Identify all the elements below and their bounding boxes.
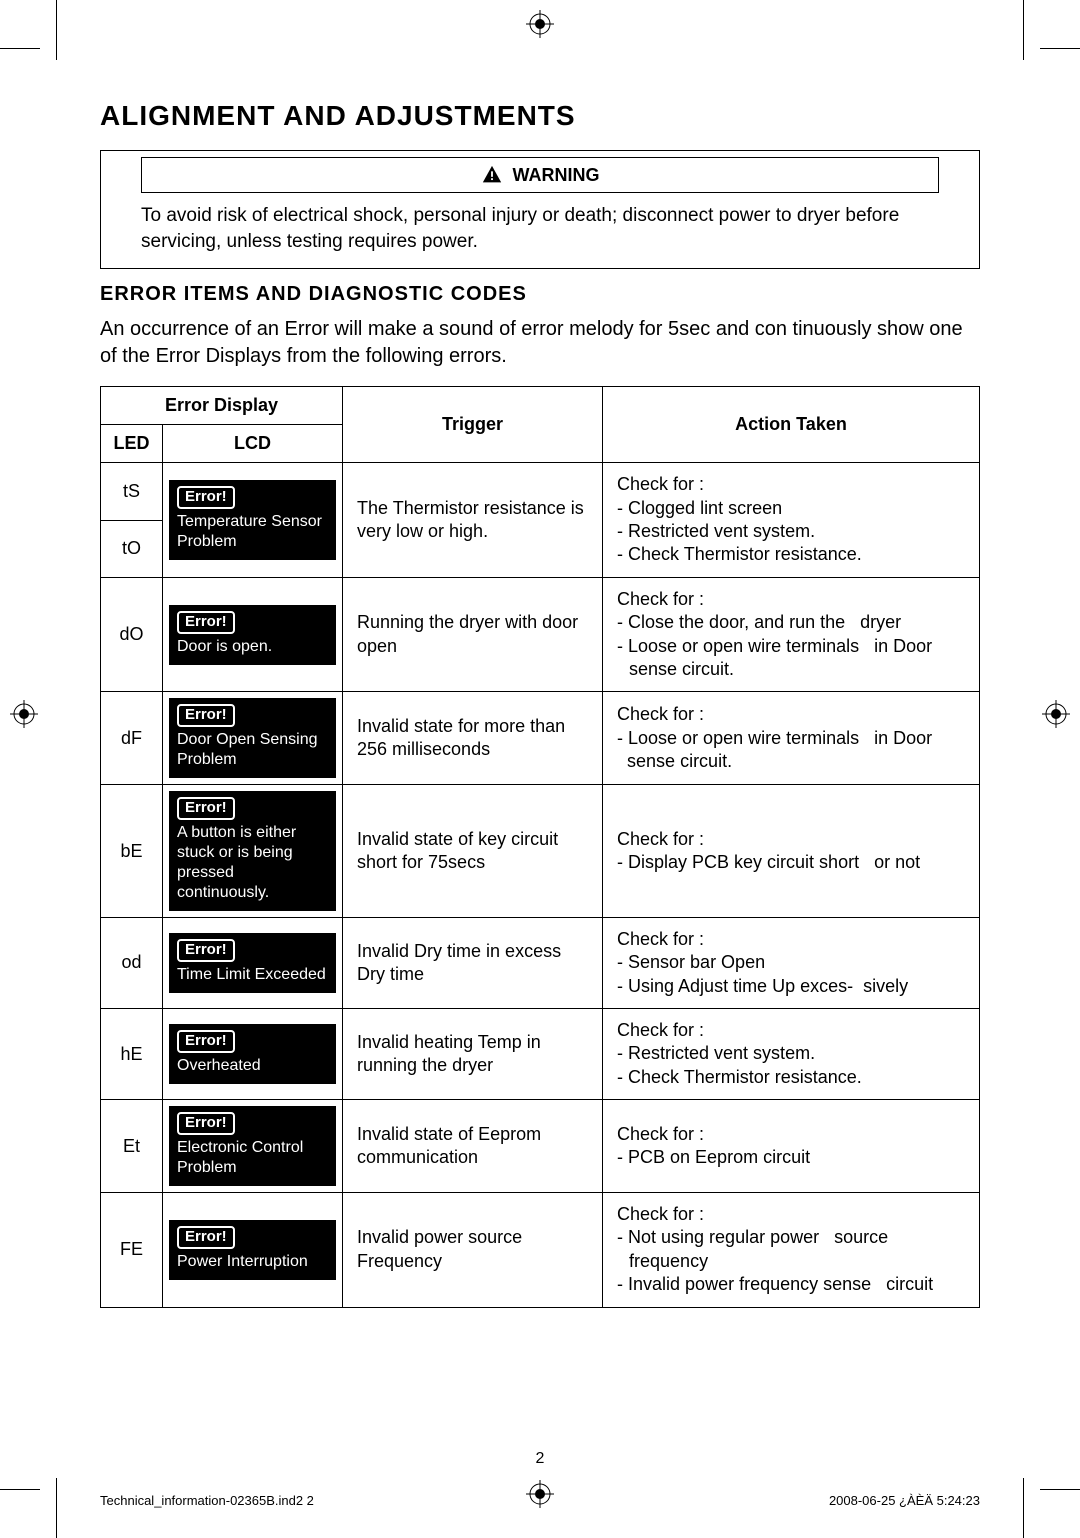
led-code: Et: [101, 1100, 163, 1193]
lcd-error-badge: Error!: [177, 486, 235, 509]
crop-mark: [1040, 1489, 1080, 1490]
trigger-text: Running the dryer with door open: [343, 577, 603, 692]
header-error-display: Error Display: [101, 387, 343, 425]
action-text: Check for :- PCB on Eeprom circuit: [603, 1100, 980, 1193]
trigger-text: Invalid state of Eeprom communication: [343, 1100, 603, 1193]
lcd-display: Error! A button is either stuck or is bei…: [163, 785, 343, 918]
action-text: Check for :- Display PCB key circuit sho…: [603, 785, 980, 918]
page-number: 2: [0, 1450, 1080, 1468]
lcd-message: A button is either stuck or is being pre…: [177, 823, 328, 903]
crop-mark: [0, 48, 40, 49]
action-text: Check for :- Not using regular power sou…: [603, 1193, 980, 1308]
lcd-display: Error! Door is open.: [163, 577, 343, 692]
led-code: dF: [101, 692, 163, 785]
warning-header: WARNING: [141, 157, 939, 193]
lcd-display: Error! Overheated: [163, 1009, 343, 1100]
lcd-error-badge: Error!: [177, 1030, 235, 1053]
header-led: LED: [101, 425, 163, 463]
lcd-error-badge: Error!: [177, 1226, 235, 1249]
footer-left: Technical_information-02365B.ind2 2: [100, 1493, 314, 1508]
trigger-text: The Thermistor resistance is very low or…: [343, 463, 603, 578]
lcd-message: Temperature Sensor Problem: [177, 512, 328, 552]
crop-mark: [1023, 0, 1024, 60]
header-action: Action Taken: [603, 387, 980, 463]
trigger-text: Invalid state of key circuit short for 7…: [343, 785, 603, 918]
led-code: dO: [101, 577, 163, 692]
intro-text: An occurrence of an Error will make a so…: [100, 316, 980, 370]
lcd-display: Error! Power Interruption: [163, 1193, 343, 1308]
trigger-text: Invalid power source Frequency: [343, 1193, 603, 1308]
page-title: ALIGNMENT AND ADJUSTMENTS: [100, 100, 980, 132]
header-trigger: Trigger: [343, 387, 603, 463]
action-text: Check for :- Clogged lint screen- Restri…: [603, 463, 980, 578]
lcd-display: Error! Time Limit Exceeded: [163, 917, 343, 1008]
lcd-error-badge: Error!: [177, 704, 235, 727]
lcd-error-badge: Error!: [177, 797, 235, 820]
trigger-text: Invalid state for more than 256 millisec…: [343, 692, 603, 785]
action-text: Check for :- Close the door, and run the…: [603, 577, 980, 692]
crop-mark: [1040, 48, 1080, 49]
warning-box: WARNING To avoid risk of electrical shoc…: [100, 150, 980, 269]
led-code: od: [101, 917, 163, 1008]
lcd-error-badge: Error!: [177, 1112, 235, 1135]
registration-mark-icon: [526, 10, 554, 38]
crop-mark: [1023, 1478, 1024, 1538]
registration-mark-icon: [526, 1480, 554, 1508]
crop-mark: [56, 0, 57, 60]
warning-body: To avoid risk of electrical shock, perso…: [101, 193, 979, 268]
lcd-message: Electronic Control Problem: [177, 1138, 328, 1178]
lcd-display: Error! Temperature Sensor Problem: [163, 463, 343, 578]
trigger-text: Invalid Dry time in excess Dry time: [343, 917, 603, 1008]
lcd-message: Door is open.: [177, 637, 328, 657]
warning-label: WARNING: [513, 165, 600, 186]
trigger-text: Invalid heating Temp in running the drye…: [343, 1009, 603, 1100]
lcd-message: Door Open Sensing Problem: [177, 730, 328, 770]
registration-mark-icon: [1042, 700, 1070, 728]
action-text: Check for :- Restricted vent system.- Ch…: [603, 1009, 980, 1100]
action-text: Check for :- Loose or open wire terminal…: [603, 692, 980, 785]
lcd-display: Error! Electronic Control Problem: [163, 1100, 343, 1193]
page-content: ALIGNMENT AND ADJUSTMENTS WARNING To avo…: [100, 80, 980, 1308]
footer-right: 2008-06-25 ¿ÀÈÄ 5:24:23: [829, 1493, 980, 1508]
led-code: bE: [101, 785, 163, 918]
section-title: ERROR ITEMS AND DIAGNOSTIC CODES: [100, 283, 980, 306]
lcd-message: Time Limit Exceeded: [177, 965, 328, 985]
crop-mark: [0, 1489, 40, 1490]
crop-mark: [56, 1478, 57, 1538]
lcd-display: Error! Door Open Sensing Problem: [163, 692, 343, 785]
led-code: FE: [101, 1193, 163, 1308]
action-text: Check for :- Sensor bar Open- Using Adju…: [603, 917, 980, 1008]
registration-mark-icon: [10, 700, 38, 728]
warning-triangle-icon: [481, 164, 503, 186]
header-lcd: LCD: [163, 425, 343, 463]
led-code: tS: [101, 463, 163, 520]
led-code: hE: [101, 1009, 163, 1100]
lcd-message: Power Interruption: [177, 1252, 328, 1272]
error-codes-table: Error Display Trigger Action Taken LED L…: [100, 386, 980, 1307]
lcd-error-badge: Error!: [177, 611, 235, 634]
led-code: tO: [101, 520, 163, 577]
lcd-message: Overheated: [177, 1056, 328, 1076]
lcd-error-badge: Error!: [177, 939, 235, 962]
